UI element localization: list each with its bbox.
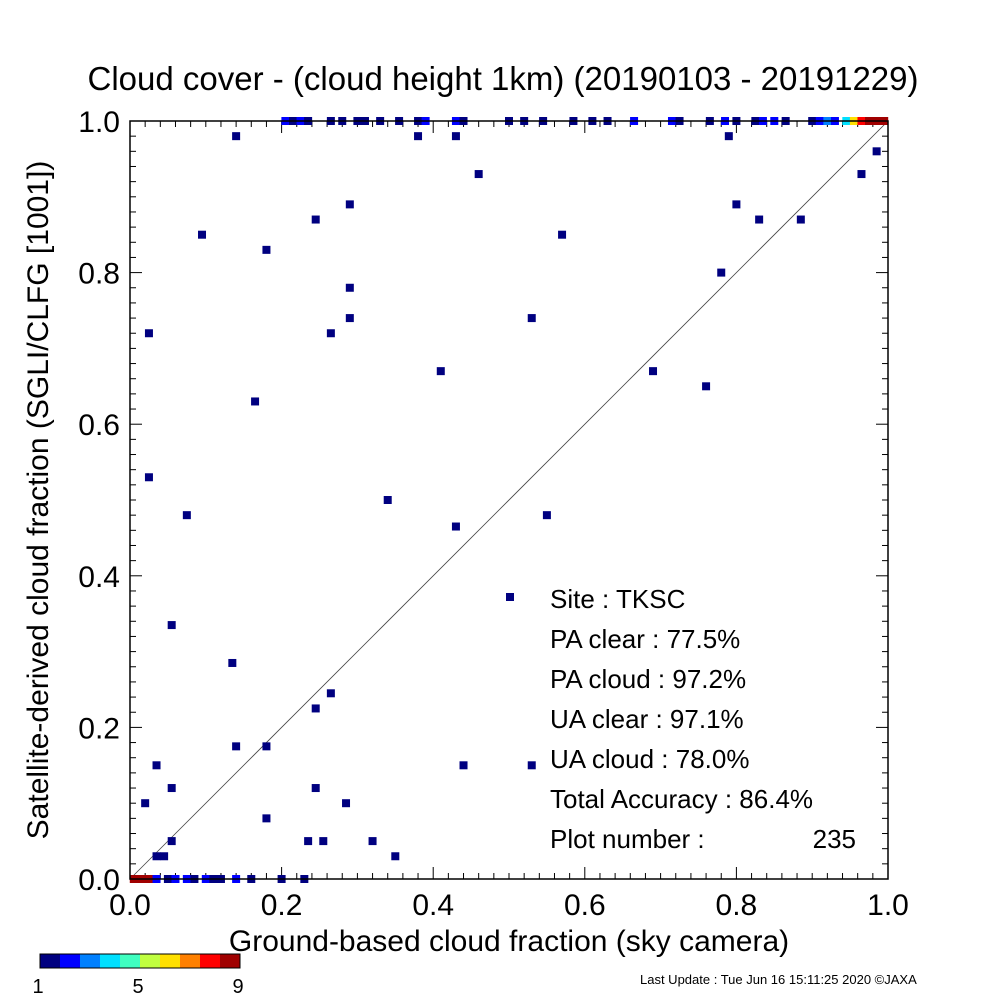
legend-ua-cloud: UA cloud : 78.0% — [550, 744, 749, 774]
y-tick-label: 0.6 — [78, 409, 120, 442]
y-axis-label: Satellite-derived cloud fraction (SGLI/C… — [22, 161, 55, 840]
colorbar-cell — [140, 954, 161, 968]
colorbar-frame — [39, 953, 241, 969]
scatter-point — [144, 473, 153, 482]
x-axis-label: Ground-based cloud fraction (sky camera) — [229, 925, 789, 958]
y-tick-label: 0.0 — [78, 864, 120, 897]
scatter-point — [527, 314, 536, 323]
scatter-point — [649, 367, 658, 376]
scatter-point — [228, 658, 237, 667]
colorbar-max-label: 9 — [232, 976, 243, 998]
scatter-point — [724, 132, 733, 141]
y-tick-label: 0.8 — [78, 258, 120, 291]
scatter-point — [167, 837, 176, 846]
scatter-point — [558, 230, 567, 239]
scatter-point — [474, 170, 483, 179]
colorbar-cell — [120, 954, 141, 968]
colorbar-cell — [160, 954, 181, 968]
scatter-point — [345, 314, 354, 323]
scatter-point — [251, 397, 260, 406]
y-tick-label: 1.0 — [78, 106, 120, 139]
scatter-point — [717, 268, 726, 277]
scatter-point — [542, 511, 551, 520]
scatter-point — [451, 132, 460, 141]
scatter-point — [304, 837, 313, 846]
scatter-point — [262, 245, 271, 254]
scatter-point — [182, 511, 191, 520]
colorbar-cell — [220, 954, 241, 968]
x-tick-label: 0.0 — [109, 889, 151, 922]
colorbar: 1 5 9 — [32, 953, 244, 998]
legend-pa-clear: PA clear : 77.5% — [550, 624, 740, 654]
colorbar-cell — [80, 954, 101, 968]
x-tick-label: 0.4 — [412, 889, 454, 922]
scatter-point — [857, 170, 866, 179]
scatter-point — [383, 496, 392, 504]
legend-plot-number-label: Plot number : — [550, 824, 705, 854]
scatter-point — [311, 215, 320, 224]
colorbar-cell — [60, 954, 81, 968]
legend-pa-cloud: PA cloud : 97.2% — [550, 664, 746, 694]
scatter-point — [141, 799, 150, 808]
scatter-point — [796, 215, 805, 224]
x-tick-label: 0.6 — [564, 889, 606, 922]
scatter-point — [755, 215, 764, 224]
colorbar-cell — [100, 954, 121, 968]
diagonal-line — [129, 120, 889, 880]
colorbar-cell — [180, 954, 201, 968]
scatter-point — [702, 382, 711, 391]
scatter-point — [198, 230, 207, 239]
legend-site: Site : TKSC — [550, 584, 685, 614]
scatter-point — [144, 329, 153, 338]
scatter-point — [345, 283, 354, 292]
x-tick-label: 0.2 — [261, 889, 303, 922]
y-tick-label: 0.4 — [78, 561, 120, 594]
scatter-point — [527, 761, 536, 770]
scatter-point — [872, 147, 881, 156]
scatter-point — [732, 200, 741, 209]
scatter-point — [160, 852, 169, 861]
scatter-point — [167, 784, 176, 793]
scatter-point — [368, 837, 377, 846]
legend-marker — [506, 593, 514, 601]
tick-labels: 0.0 0.2 0.4 0.6 0.8 1.0 0.0 0.2 0.4 0.6 0.8 1.0 — [78, 106, 909, 922]
legend-total-accuracy: Total Accuracy : 86.4% — [550, 784, 813, 814]
colorbar-cell — [200, 954, 221, 968]
chart-title: Cloud cover - (cloud height 1km) (201901… — [88, 60, 919, 97]
scatter-point — [311, 704, 320, 713]
scatter-point — [326, 329, 335, 338]
x-tick-label: 0.8 — [716, 889, 758, 922]
legend-plot-number-value: 235 — [813, 824, 856, 854]
scatter-point — [319, 837, 328, 846]
scatter-point — [451, 522, 460, 531]
scatter-point — [342, 799, 351, 808]
scatter-point — [326, 689, 335, 698]
legend: Site : TKSC PA clear : 77.5% PA cloud : … — [506, 584, 856, 854]
scatter-point — [262, 742, 271, 751]
scatter-point — [262, 814, 271, 823]
scatter-point — [436, 367, 445, 376]
colorbar-mid-label: 5 — [132, 976, 143, 998]
scatter-point — [414, 132, 423, 141]
y-tick-label: 0.2 — [78, 712, 120, 745]
scatter-point — [345, 200, 354, 209]
scatter-point — [152, 852, 161, 861]
legend-ua-clear: UA clear : 97.1% — [550, 704, 744, 734]
colorbar-min-label: 1 — [32, 976, 43, 998]
scatter-point — [311, 784, 320, 793]
scatter-point — [391, 852, 400, 861]
scatter-point — [167, 621, 176, 630]
identity-line — [129, 120, 889, 880]
scatter-point — [152, 761, 161, 770]
colorbar-cell — [40, 954, 61, 968]
scatter-point — [232, 132, 241, 141]
scatter-point — [459, 761, 468, 770]
plot-frame — [129, 120, 889, 880]
last-update-footer: Last Update : Tue Jun 16 15:11:25 2020 ©… — [640, 972, 917, 987]
scatter-point — [232, 742, 241, 751]
x-tick-label: 1.0 — [867, 889, 909, 922]
